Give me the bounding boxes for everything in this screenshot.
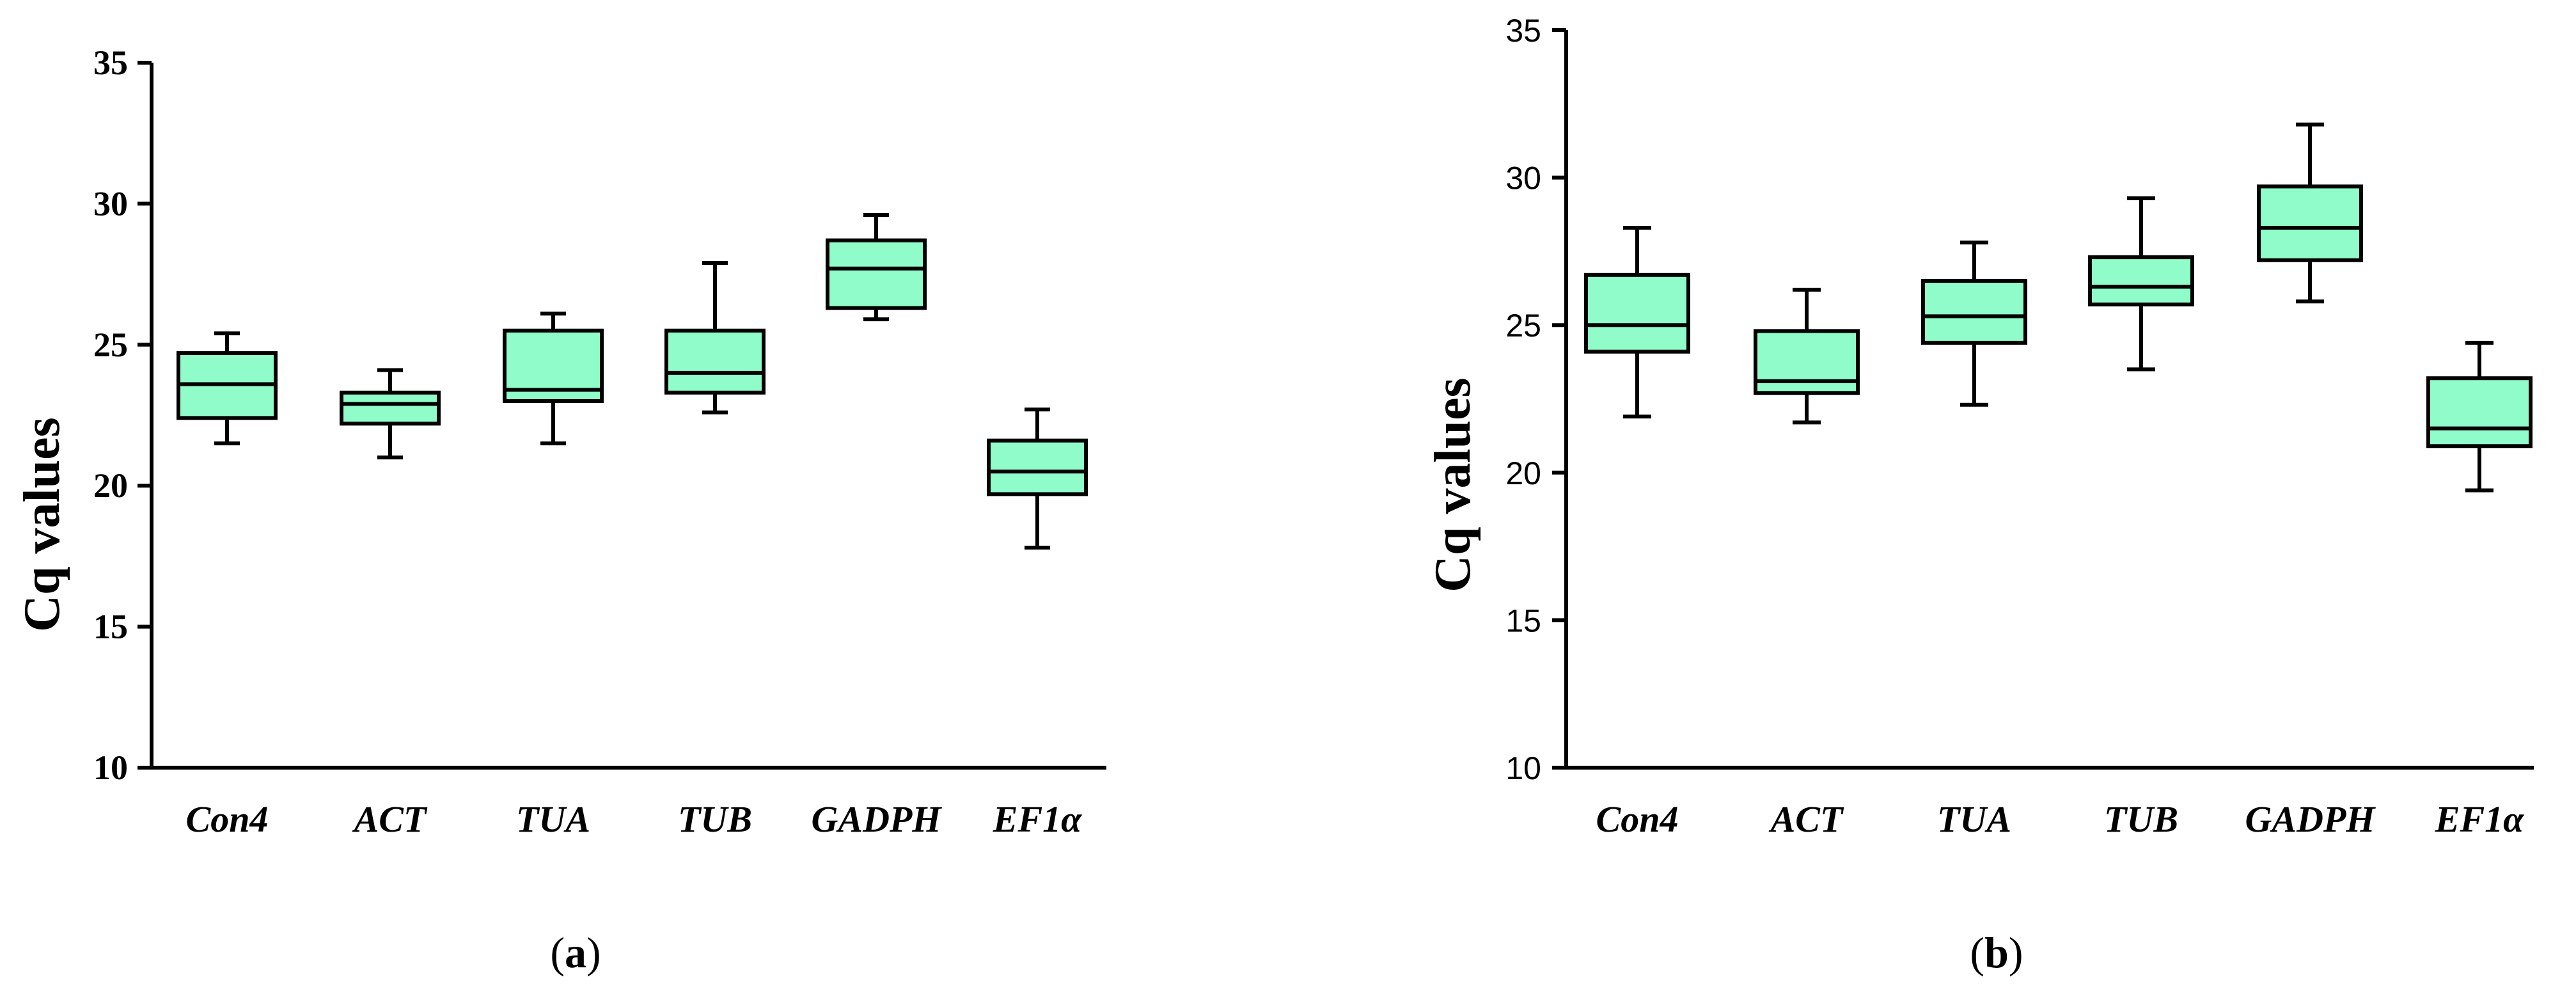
panel-b-x-tick-label: ACT bbox=[1769, 798, 1844, 840]
iqr-box bbox=[1754, 329, 1860, 395]
panel-b-y-tick-label: 10 bbox=[1505, 750, 1541, 786]
iqr-box bbox=[2257, 184, 2363, 262]
iqr-box bbox=[1921, 279, 2027, 345]
panel-a-y-tick-label: 30 bbox=[93, 184, 128, 223]
panel-a-x-tick-label: GADPH bbox=[812, 798, 943, 840]
panel-b-y-tick-label: 15 bbox=[1505, 603, 1541, 638]
panel-a-box-con4 bbox=[177, 331, 278, 446]
panel-a-box-act bbox=[340, 368, 441, 460]
panel-a-x-tick-label: Con4 bbox=[186, 798, 269, 840]
panel-a-x-tick-label: TUA bbox=[516, 798, 590, 840]
panel-b-box-tua bbox=[1921, 241, 2027, 407]
panel-b-x-tick-label: EF1α bbox=[2435, 798, 2524, 840]
panel-b-x-tick-label: TUB bbox=[2104, 798, 2178, 840]
panel-a-y-tick-label: 15 bbox=[93, 608, 128, 646]
iqr-box bbox=[664, 328, 766, 395]
panel-a-chart: Cq values 10 15 20 25 30 35 Con4 ACT TUA TUB GADP… bbox=[14, 44, 1106, 977]
iqr-box bbox=[1584, 273, 1690, 354]
panel-b-y-tick-label: 35 bbox=[1505, 13, 1541, 49]
panel-a-box-ef1α bbox=[987, 407, 1088, 550]
panel-a-y-tick-label: 35 bbox=[93, 44, 128, 82]
panel-b-y-ticks: 10 15 20 25 30 35 bbox=[1505, 13, 1566, 786]
panel-b-boxes bbox=[1584, 122, 2533, 493]
iqr-box bbox=[2088, 255, 2194, 306]
panel-a-box-gadph bbox=[826, 213, 927, 322]
panel-a-y-tick-label: 10 bbox=[93, 748, 128, 787]
panel-a-ylabel: Cq values bbox=[14, 417, 70, 632]
panel-b-y-tick-label: 20 bbox=[1505, 455, 1541, 491]
panel-b-box-act bbox=[1754, 287, 1860, 425]
panel-b-ylabel: Cq values bbox=[1425, 377, 1481, 592]
panel-b-x-tick-label: GADPH bbox=[2245, 798, 2376, 840]
panel-a-y-tick-label: 20 bbox=[93, 466, 128, 505]
panel-b-box-gadph bbox=[2257, 122, 2363, 304]
panel-a-x-tick-label: TUB bbox=[678, 798, 752, 840]
panel-b-chart: Cq values 10 15 20 25 30 35 Con4 ACT TUA TUB GADP… bbox=[1425, 13, 2534, 977]
iqr-box bbox=[340, 390, 441, 426]
panel-b-box-ef1α bbox=[2426, 340, 2533, 493]
panel-b-label: (b) bbox=[1970, 928, 2023, 977]
panel-b-y-tick-label: 30 bbox=[1505, 161, 1541, 196]
panel-b-x-tick-label: TUA bbox=[1937, 798, 2011, 840]
panel-a-label-letter: a bbox=[565, 928, 586, 977]
panel-b-label-letter: b bbox=[1984, 928, 2009, 977]
panel-a-x-ticks: Con4 ACT TUA TUB GADPH EF1α bbox=[186, 798, 1083, 840]
panel-a-x-tick-label: EF1α bbox=[993, 798, 1082, 840]
panel-a-y-tick-label: 25 bbox=[93, 326, 128, 364]
panel-a-box-tub bbox=[664, 260, 766, 415]
panel-b-box-con4 bbox=[1584, 226, 1690, 419]
iqr-box bbox=[826, 238, 927, 310]
panel-b-y-tick-label: 25 bbox=[1505, 308, 1541, 344]
panel-b-box-tub bbox=[2088, 196, 2194, 372]
panel-a-box-tua bbox=[503, 312, 604, 446]
panel-a-label: (a) bbox=[550, 928, 601, 977]
panel-b-x-ticks: Con4 ACT TUA TUB GADPH EF1α bbox=[1596, 798, 2525, 840]
iqr-box bbox=[2426, 376, 2533, 448]
iqr-box bbox=[987, 438, 1088, 496]
panel-a-y-ticks: 10 15 20 25 30 35 bbox=[93, 44, 152, 787]
panel-a-boxes bbox=[177, 213, 1088, 550]
panel-b-x-tick-label: Con4 bbox=[1596, 798, 1679, 840]
panel-a-x-tick-label: ACT bbox=[352, 798, 428, 840]
